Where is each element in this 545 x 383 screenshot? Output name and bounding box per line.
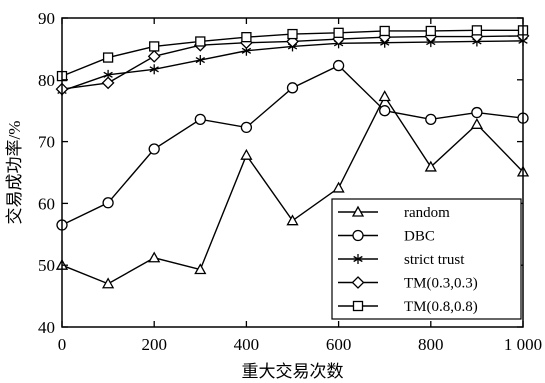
legend-item: TM(0.3,0.3) (338, 276, 478, 292)
x-tick-label: 800 (418, 335, 444, 354)
x-tick-label: 400 (234, 335, 260, 354)
y-tick-label: 60 (38, 194, 55, 213)
data-point (471, 106, 483, 119)
legend-label: strict trust (404, 252, 465, 268)
series-dbc (56, 59, 529, 231)
data-point (194, 113, 206, 126)
data-point (471, 25, 483, 36)
data-point (102, 197, 114, 209)
legend-label: TM(0.3,0.3) (404, 276, 478, 292)
data-point (241, 32, 252, 43)
legend-marker (352, 300, 364, 312)
data-point (286, 82, 299, 94)
legend-label: random (404, 205, 450, 221)
y-tick-label: 80 (38, 71, 55, 90)
legend-item: DBC (338, 229, 435, 245)
plot-layer (55, 25, 530, 289)
data-point (195, 36, 206, 47)
data-point (286, 214, 299, 226)
legend-marker (351, 205, 365, 217)
data-point (194, 263, 207, 275)
data-point (332, 59, 345, 72)
data-point (240, 121, 253, 134)
legend-item: strict trust (338, 252, 465, 268)
series-random (55, 90, 530, 289)
data-point (378, 90, 391, 102)
y-tick-label: 50 (38, 256, 55, 275)
data-point (424, 160, 437, 172)
data-point (101, 277, 115, 289)
data-point (287, 28, 298, 40)
legend-marker (353, 254, 363, 264)
y-tick-label: 90 (38, 9, 55, 28)
plot-frame (61, 17, 524, 328)
data-point (148, 251, 161, 263)
x-tick-label: 0 (58, 335, 67, 354)
data-point (425, 25, 436, 37)
data-point (332, 181, 345, 193)
legend-label: TM(0.8,0.8) (404, 299, 478, 315)
x-axis-label: 重大交易次数 (242, 362, 344, 381)
data-point (148, 143, 160, 155)
x-tick-label: 200 (141, 335, 167, 354)
data-point (470, 117, 484, 129)
data-point (147, 49, 161, 63)
data-point (379, 105, 391, 117)
legend-item: TM(0.8,0.8) (338, 299, 478, 315)
data-point (149, 64, 159, 75)
x-tick-label: 600 (326, 335, 352, 354)
data-point (149, 41, 160, 52)
data-point (333, 27, 344, 38)
data-point (195, 55, 205, 66)
y-tick-label: 70 (38, 133, 55, 152)
legend-item: random (338, 205, 450, 221)
legend-label: DBC (404, 229, 435, 245)
legend-marker (351, 276, 365, 289)
x-tick-label: 1 000 (504, 335, 542, 354)
data-point (240, 148, 253, 160)
legend: random DBC strict trust TM(0.3,0.3) TM(0.8,0… (331, 198, 522, 320)
data-point (425, 113, 437, 126)
axes-layer: 40 50 60 70 80 90 0 200 400 600 800 1 000 重大交易次数 交易成功… (5, 9, 542, 381)
data-point (101, 76, 115, 90)
legend-marker (352, 229, 364, 242)
y-tick-label: 40 (38, 318, 55, 337)
data-point (379, 25, 390, 37)
y-axis-label: 交易成功率/% (5, 121, 24, 225)
data-point (102, 52, 114, 63)
